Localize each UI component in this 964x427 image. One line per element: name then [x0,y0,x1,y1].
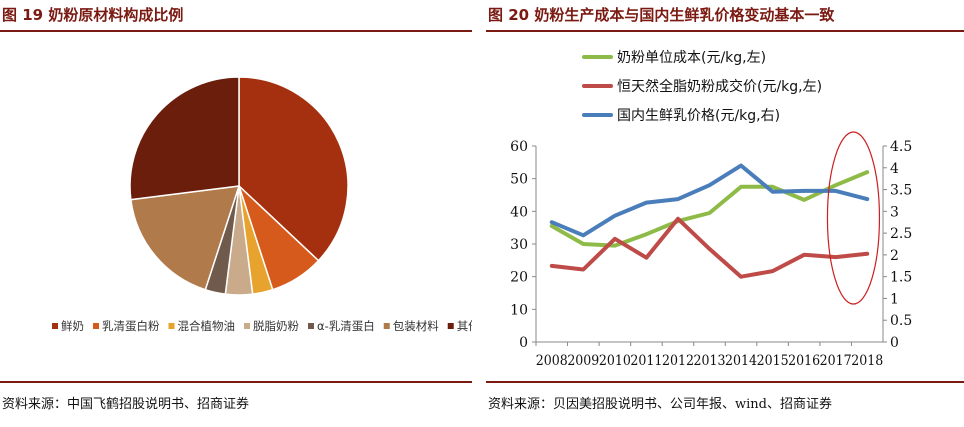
left-tick-label: 60 [510,139,528,155]
left-tick-label: 50 [510,172,528,188]
legend-swatch [308,323,314,329]
left-source-note: 资料来源：中国飞鹤招股说明书、招商证券 [2,397,250,412]
x-tick-label: 2012 [662,353,694,369]
pie-slice [130,185,241,291]
series-line [549,163,870,238]
left-tick-label: 30 [510,237,528,253]
x-tick-label: 2014 [725,353,757,369]
legend-swatch [447,323,454,329]
line-chart: 0 10 20 30 40 50 60 0 0.5 1 1.5 2 2.5 3 3.5 4 4.5 2008 200… [510,50,912,369]
legend-label: 混合植物油 [178,319,236,333]
series-line [549,216,870,279]
right-title-rule [486,30,964,32]
left-title-rule [0,30,472,32]
right-tick-label: 1.5 [890,270,912,286]
pie-slice [238,76,349,262]
left-figure-title: 图 19 奶粉原材料构成比例 [2,6,184,24]
left-tick-label: 40 [510,204,528,220]
highlight-ellipse [826,131,881,305]
legend-label: 国内生鲜乳价格(元/kg,右) [617,108,780,124]
legend-label: 乳清蛋白粉 [102,319,160,333]
x-tick-label: 2011 [630,353,662,369]
line-legend: 奶粉单位成本(元/kg,左) 恒天然全脂奶粉成交价(元/kg,左) 国内生鲜乳价格(… [582,50,822,124]
right-source-note: 资料来源：贝因美招股说明书、公司年报、wind、招商证券 [488,397,832,412]
legend-swatch [168,323,175,329]
left-tick-label: 20 [510,270,528,286]
right-tick-label: 0 [890,335,899,351]
left-panel: 图 19 奶粉原材料构成比例 鲜奶 乳清蛋白粉 混合植物油 脱脂奶粉 α-乳清蛋白 包装材… [0,0,472,427]
left-bottom-rule [0,381,472,383]
x-tick-label: 2015 [757,353,789,369]
legend-swatch [244,323,250,329]
left-tick-label: 0 [519,335,528,351]
legend-label: 包装材料 [393,319,439,333]
pie-chart: 鲜奶 乳清蛋白粉 混合植物油 脱脂奶粉 α-乳清蛋白 包装材料 其他 [52,76,472,333]
right-tick-label: 4.5 [890,139,912,155]
pie-legend: 鲜奶 乳清蛋白粉 混合植物油 脱脂奶粉 α-乳清蛋白 包装材料 其他 [52,319,472,333]
legend-label: 脱脂奶粉 [253,319,299,333]
x-tick-label: 2018 [851,353,883,369]
x-tick-label: 2010 [599,353,631,369]
right-tick-label: 0.5 [890,313,912,329]
x-tick-label: 2017 [820,353,852,369]
right-tick-label: 1 [890,291,899,307]
legend-label: 恒天然全脂奶粉成交价(元/kg,左) [617,78,822,95]
x-tick-label: 2013 [694,353,726,369]
x-tick-label: 2016 [788,353,820,369]
legend-swatch [52,323,58,329]
right-tick-label: 3.5 [890,183,912,199]
right-tick-label: 3 [890,204,899,220]
right-figure-title: 图 20 奶粉生产成本与国内生鲜乳价格变动基本一致 [488,6,835,24]
series-line [549,170,870,248]
legend-label: 其他 [457,319,472,333]
x-tick-label: 2008 [536,353,568,369]
legend-swatch [383,323,390,329]
legend-label: 鲜奶 [61,319,84,333]
right-panel: 图 20 奶粉生产成本与国内生鲜乳价格变动基本一致 0 10 20 30 40 50 60 0… [486,0,964,427]
legend-label: α-乳清蛋白 [317,319,375,333]
right-bottom-rule [486,381,964,383]
left-tick-label: 10 [510,302,528,318]
right-tick-label: 2 [890,248,899,264]
legend-label: 奶粉单位成本(元/kg,左) [617,50,766,66]
right-tick-label: 4 [890,161,899,177]
legend-swatch [93,323,99,329]
right-tick-label: 2.5 [890,226,912,242]
pie-slice [129,76,240,201]
x-tick-label: 2009 [567,353,599,369]
